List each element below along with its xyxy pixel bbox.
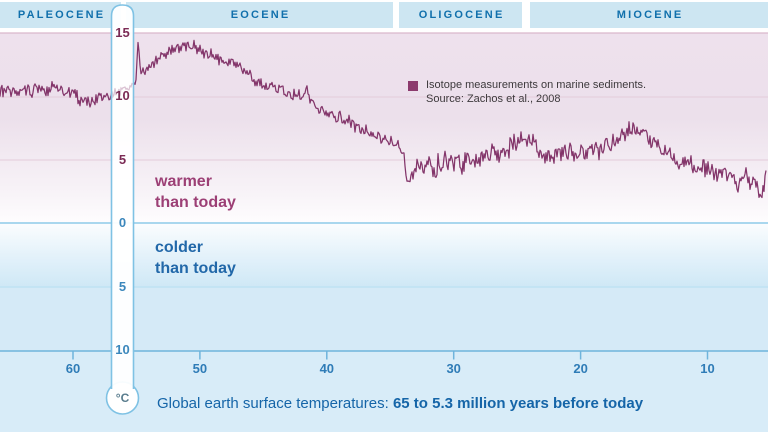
epoch-band-oligocene: OLIGOCENE [399, 2, 522, 28]
chart-caption: Global earth surface temperatures: 65 to… [157, 395, 643, 412]
x-axis-tick-marks [72, 351, 709, 360]
x-axis-tick-label: 60 [65, 361, 81, 376]
legend-line2: Source: Zachos et al., 2008 [426, 92, 561, 105]
x-axis-tick-label: 10 [700, 361, 715, 376]
warmer-than-today-label: warmer than today [155, 173, 236, 211]
thermometer-tick-label: 0 [118, 215, 127, 230]
epoch-label: PALEOCENE [17, 9, 106, 21]
thermometer-tick-label: 10 [115, 88, 130, 103]
thermometer-tick-label: 15 [115, 24, 130, 40]
legend: Isotope measurements on marine sediments… [408, 79, 678, 106]
colder-than-today-label: colder than today [155, 239, 236, 277]
x-axis-tick-label: 30 [446, 361, 461, 376]
thermometer-tick-label: 5 [118, 151, 127, 167]
epoch-label: EOCENE [230, 9, 291, 21]
epoch-band-eocene: EOCENE [126, 2, 393, 28]
legend-line1: Isotope measurements on marine sediments… [426, 79, 647, 91]
temperature-curve-through-tube [112, 82, 133, 99]
epoch-label: OLIGOCENE [418, 9, 505, 21]
legend-text: Isotope measurements on marine sediments… [426, 79, 646, 106]
celsius-unit-label: °C [115, 391, 130, 405]
x-axis-tick-label: 50 [192, 361, 208, 376]
epoch-label: MIOCENE [616, 9, 684, 21]
caption-prefix: Global earth surface temperatures: [157, 395, 393, 412]
x-axis-tick-label: 20 [573, 361, 588, 376]
epoch-band-miocene: MIOCENE [530, 2, 768, 28]
thermometer-tube [110, 4, 135, 389]
caption-highlight: 65 to 5.3 million years before today [392, 395, 644, 412]
x-axis-tick-label: 40 [319, 361, 335, 376]
epoch-band-paleocene: PALEOCENE [0, 2, 121, 28]
thermometer-graphic [105, 4, 140, 415]
thermometer-tick-label: 5 [118, 278, 127, 294]
thermometer-tick-label: 10 [115, 342, 130, 357]
legend-marker-square [408, 81, 418, 91]
